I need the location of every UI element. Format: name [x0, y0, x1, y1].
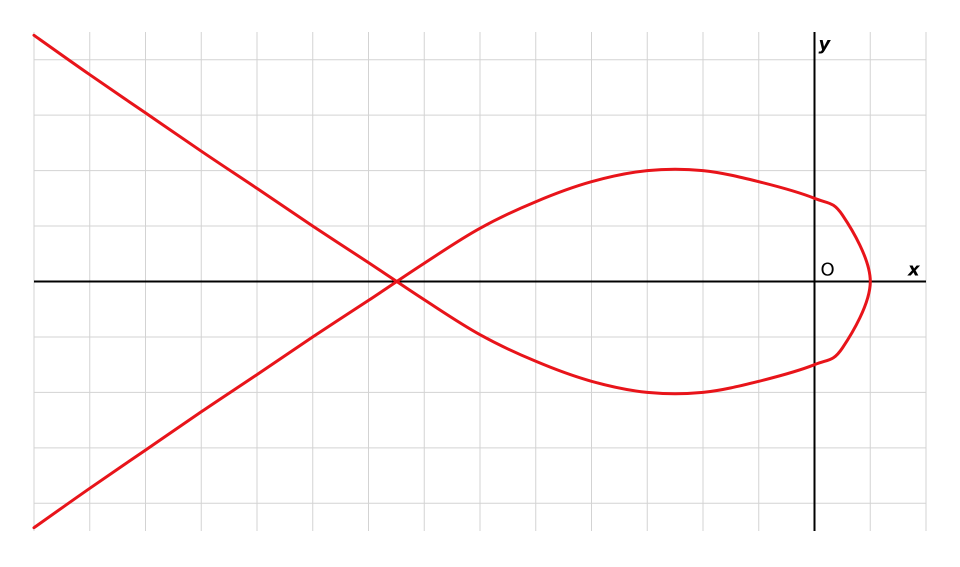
x-axis-label: x: [907, 260, 921, 281]
series-line-0: [32, 33, 872, 530]
y-axis-label: y: [819, 34, 832, 55]
origin-label: O: [821, 260, 835, 281]
curves: [32, 33, 872, 530]
axes: [34, 32, 926, 531]
